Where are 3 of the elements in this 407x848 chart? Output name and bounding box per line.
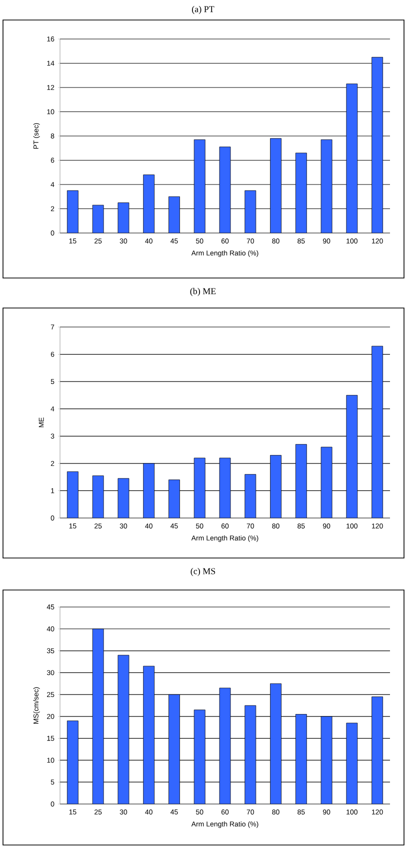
chart-title: (b) ME (190, 288, 216, 296)
chart-title: (a) PT (192, 6, 214, 14)
chart-title: (c) MS (190, 568, 216, 576)
